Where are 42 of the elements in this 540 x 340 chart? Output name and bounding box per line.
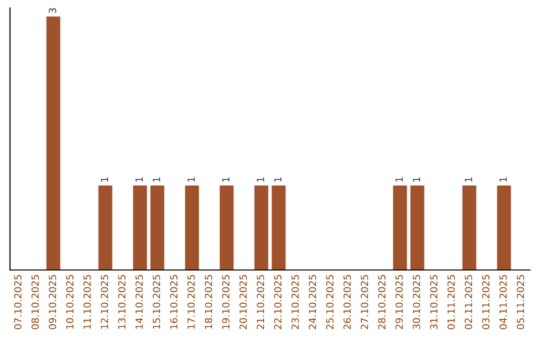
data-label: 1 bbox=[274, 177, 282, 182]
x-tick-label: 25.10.2025 bbox=[326, 275, 334, 330]
x-tick-label: 30.10.2025 bbox=[412, 275, 420, 330]
x-tick-label: 29.10.2025 bbox=[395, 275, 403, 330]
x-tick-label: 19.10.2025 bbox=[222, 275, 230, 329]
data-label: 1 bbox=[500, 177, 507, 182]
x-tick-label: 02.11.2025 bbox=[464, 275, 472, 330]
x-tick-label: 07.10.2025 bbox=[14, 275, 22, 330]
x-tick-label: 22.10.2025 bbox=[274, 275, 282, 330]
x-tick-label: 11.10.2025 bbox=[83, 275, 91, 329]
data-label: 1 bbox=[464, 177, 472, 182]
data-label: 1 bbox=[136, 177, 143, 182]
data-label: 1 bbox=[100, 177, 108, 182]
x-tick-label: 23.10.2025 bbox=[291, 275, 299, 330]
x-tick-label: 14.10.2025 bbox=[135, 275, 143, 329]
x-tick-label: 12.10.2025 bbox=[100, 275, 108, 329]
x-tick-label: 16.10.2025 bbox=[170, 275, 178, 329]
x-tick-label: 13.10.2025 bbox=[118, 275, 126, 329]
data-label: 1 bbox=[188, 177, 195, 182]
x-tick-label: 08.10.2025 bbox=[31, 275, 39, 330]
data-label: 1 bbox=[222, 177, 230, 182]
x-tick-label: 01.11.2025 bbox=[447, 275, 455, 330]
x-tick-label: 05.11.2025 bbox=[516, 275, 524, 330]
x-tick-label: 24.10.2025 bbox=[308, 275, 316, 330]
data-label: 1 bbox=[396, 177, 403, 182]
data-label: 3 bbox=[48, 8, 56, 13]
x-tick-label: 18.10.2025 bbox=[204, 275, 212, 329]
x-tick-label: 27.10.2025 bbox=[360, 275, 368, 330]
data-label: 1 bbox=[256, 177, 264, 182]
x-tick-label: 20.10.2025 bbox=[239, 275, 247, 330]
x-tick-label: 04.11.2025 bbox=[499, 275, 507, 330]
x-tick-label: 15.10.2025 bbox=[152, 275, 160, 329]
x-tick-label: 26.10.2025 bbox=[343, 275, 351, 330]
x-tick-label: 03.11.2025 bbox=[482, 275, 490, 330]
x-tick-label: 21.10.2025 bbox=[256, 275, 264, 330]
x-tick-label: 09.10.2025 bbox=[48, 275, 56, 330]
x-tick-label: 17.10.2025 bbox=[187, 275, 195, 329]
x-tick-label: 28.10.2025 bbox=[378, 275, 386, 330]
x-tick-label: 10.10.2025 bbox=[66, 275, 74, 329]
data-label: 1 bbox=[412, 177, 420, 182]
x-tick-label: 31.10.2025 bbox=[430, 275, 438, 330]
data-label: 1 bbox=[152, 177, 160, 182]
